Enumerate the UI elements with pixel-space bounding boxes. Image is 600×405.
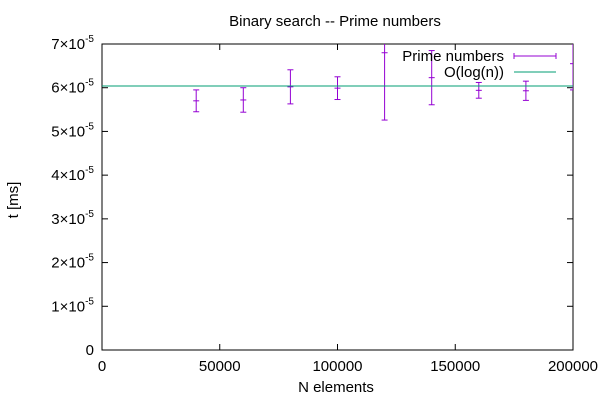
error-bar-point [428, 50, 435, 106]
y-tick-mantissa: 6×10 [51, 80, 85, 97]
legend-label: O(log(n)) [444, 64, 504, 81]
y-tick-mantissa: 1×10 [51, 298, 85, 315]
error-bar-point [570, 44, 573, 91]
y-tick-mantissa: 0 [86, 342, 94, 359]
y-tick-mantissa: 5×10 [51, 123, 85, 140]
y-tick-label: 3×10-5 [51, 209, 94, 228]
y-tick-mantissa: 3×10 [51, 211, 85, 228]
y-tick-label: 7×10-5 [51, 34, 94, 53]
x-tick-label: 200000 [548, 358, 598, 375]
error-bar-point [193, 89, 200, 113]
error-bar-point [240, 87, 247, 113]
error-bar-point [287, 69, 294, 105]
x-tick-label: 0 [98, 358, 106, 375]
y-tick-label: 0 [86, 342, 94, 359]
error-bar-point [381, 44, 388, 121]
x-tick-label: 100000 [312, 358, 362, 375]
chart-title: Binary search -- Prime numbers [229, 13, 441, 30]
series-group [102, 44, 573, 121]
error-bar-point [475, 81, 482, 99]
y-tick-exponent: -5 [85, 253, 94, 264]
y-tick-label: 2×10-5 [51, 253, 94, 272]
x-axis-label: N elements [298, 379, 374, 396]
legend-label: Prime numbers [402, 48, 504, 65]
y-tick-exponent: -5 [85, 121, 94, 132]
y-tick-exponent: -5 [85, 34, 94, 45]
y-tick-label: 1×10-5 [51, 296, 94, 315]
y-tick-mantissa: 2×10 [51, 255, 85, 272]
y-axis-label: t [ms] [5, 182, 22, 219]
x-tick-label: 50000 [199, 358, 241, 375]
y-tick-mantissa: 7×10 [51, 36, 85, 53]
y-tick-label: 6×10-5 [51, 78, 94, 97]
y-tick-exponent: -5 [85, 209, 94, 220]
y-tick-exponent: -5 [85, 78, 94, 89]
y-tick-label: 4×10-5 [51, 165, 94, 184]
x-tick-label: 150000 [430, 358, 480, 375]
y-tick-label: 5×10-5 [51, 121, 94, 140]
y-tick-exponent: -5 [85, 165, 94, 176]
y-tick-exponent: -5 [85, 296, 94, 307]
error-bar-point [334, 76, 341, 101]
y-tick-mantissa: 4×10 [51, 167, 85, 184]
plot-area: 0 50000 100000 150000 20000001×10-52×10-53×1… [51, 34, 598, 375]
error-bar-point [522, 80, 529, 101]
